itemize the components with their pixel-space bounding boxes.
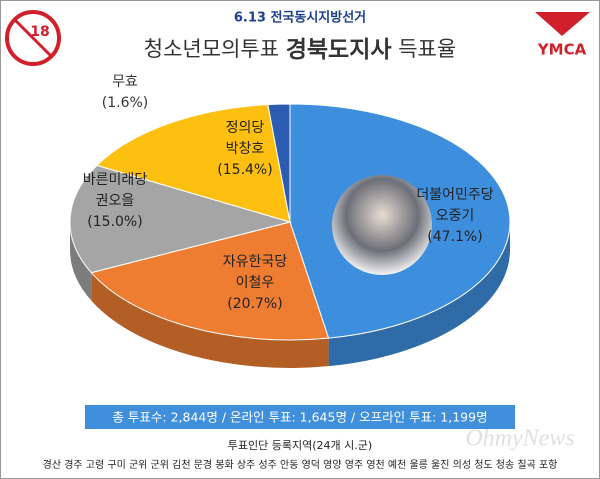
watermark: OhmyNews (465, 426, 574, 452)
slice-label: 무효 (112, 74, 138, 90)
value-label: (20.7%) (227, 296, 282, 312)
regions: 경산 경주 고령 구미 군위 군위 김천 문경 봉화 상주 성주 안동 영덕 영… (43, 458, 558, 471)
slice-label: 자유한국당 (223, 254, 288, 270)
subtitle: 6.13 전국동시지방선거 (234, 10, 366, 26)
candidate-photo (332, 175, 432, 275)
logo-number: 18 (30, 24, 49, 40)
title-part: 득표율 (398, 37, 456, 61)
logo-slash (13, 18, 53, 58)
slice-side (328, 222, 510, 367)
slice (96, 104, 291, 223)
title-part: 경북도지사 (286, 37, 392, 63)
slice (69, 164, 292, 274)
candidate-label: 이철우 (236, 275, 275, 291)
logo-text: YMCA (537, 41, 587, 59)
slice-label: 바른미래당 (83, 172, 148, 188)
value-label: (1.6%) (102, 95, 149, 111)
value-label: (15.0%) (87, 214, 142, 230)
slice-side (70, 222, 92, 301)
value-label: (47.1%) (427, 229, 482, 245)
candidate-label: 오중기 (436, 208, 475, 224)
candidate-label: 권오을 (96, 193, 135, 209)
totals: 총 투표수: 2,844명 / 온라인 투표: 1,645명 / 오프라인 투표… (112, 410, 487, 425)
slice-label: 정의당 (226, 120, 265, 136)
slice-label: 더불어민주당 (416, 187, 493, 203)
regions-title: 투표인단 등록지역(24개 시.군) (228, 439, 372, 452)
candidate-label: 박창호 (226, 141, 265, 157)
title-part: 청소년모의투표 (144, 37, 279, 61)
totals-bar (85, 405, 515, 429)
value-label: (15.4%) (217, 162, 272, 178)
slice-side (91, 272, 329, 368)
slice (90, 221, 330, 341)
title: 청소년모의투표 경북도지사 득표율 (144, 37, 456, 63)
logo-right: YMCA (535, 12, 590, 59)
slice (267, 103, 291, 223)
logo-left: 18 (5, 10, 61, 66)
logo-triangle (535, 12, 590, 36)
